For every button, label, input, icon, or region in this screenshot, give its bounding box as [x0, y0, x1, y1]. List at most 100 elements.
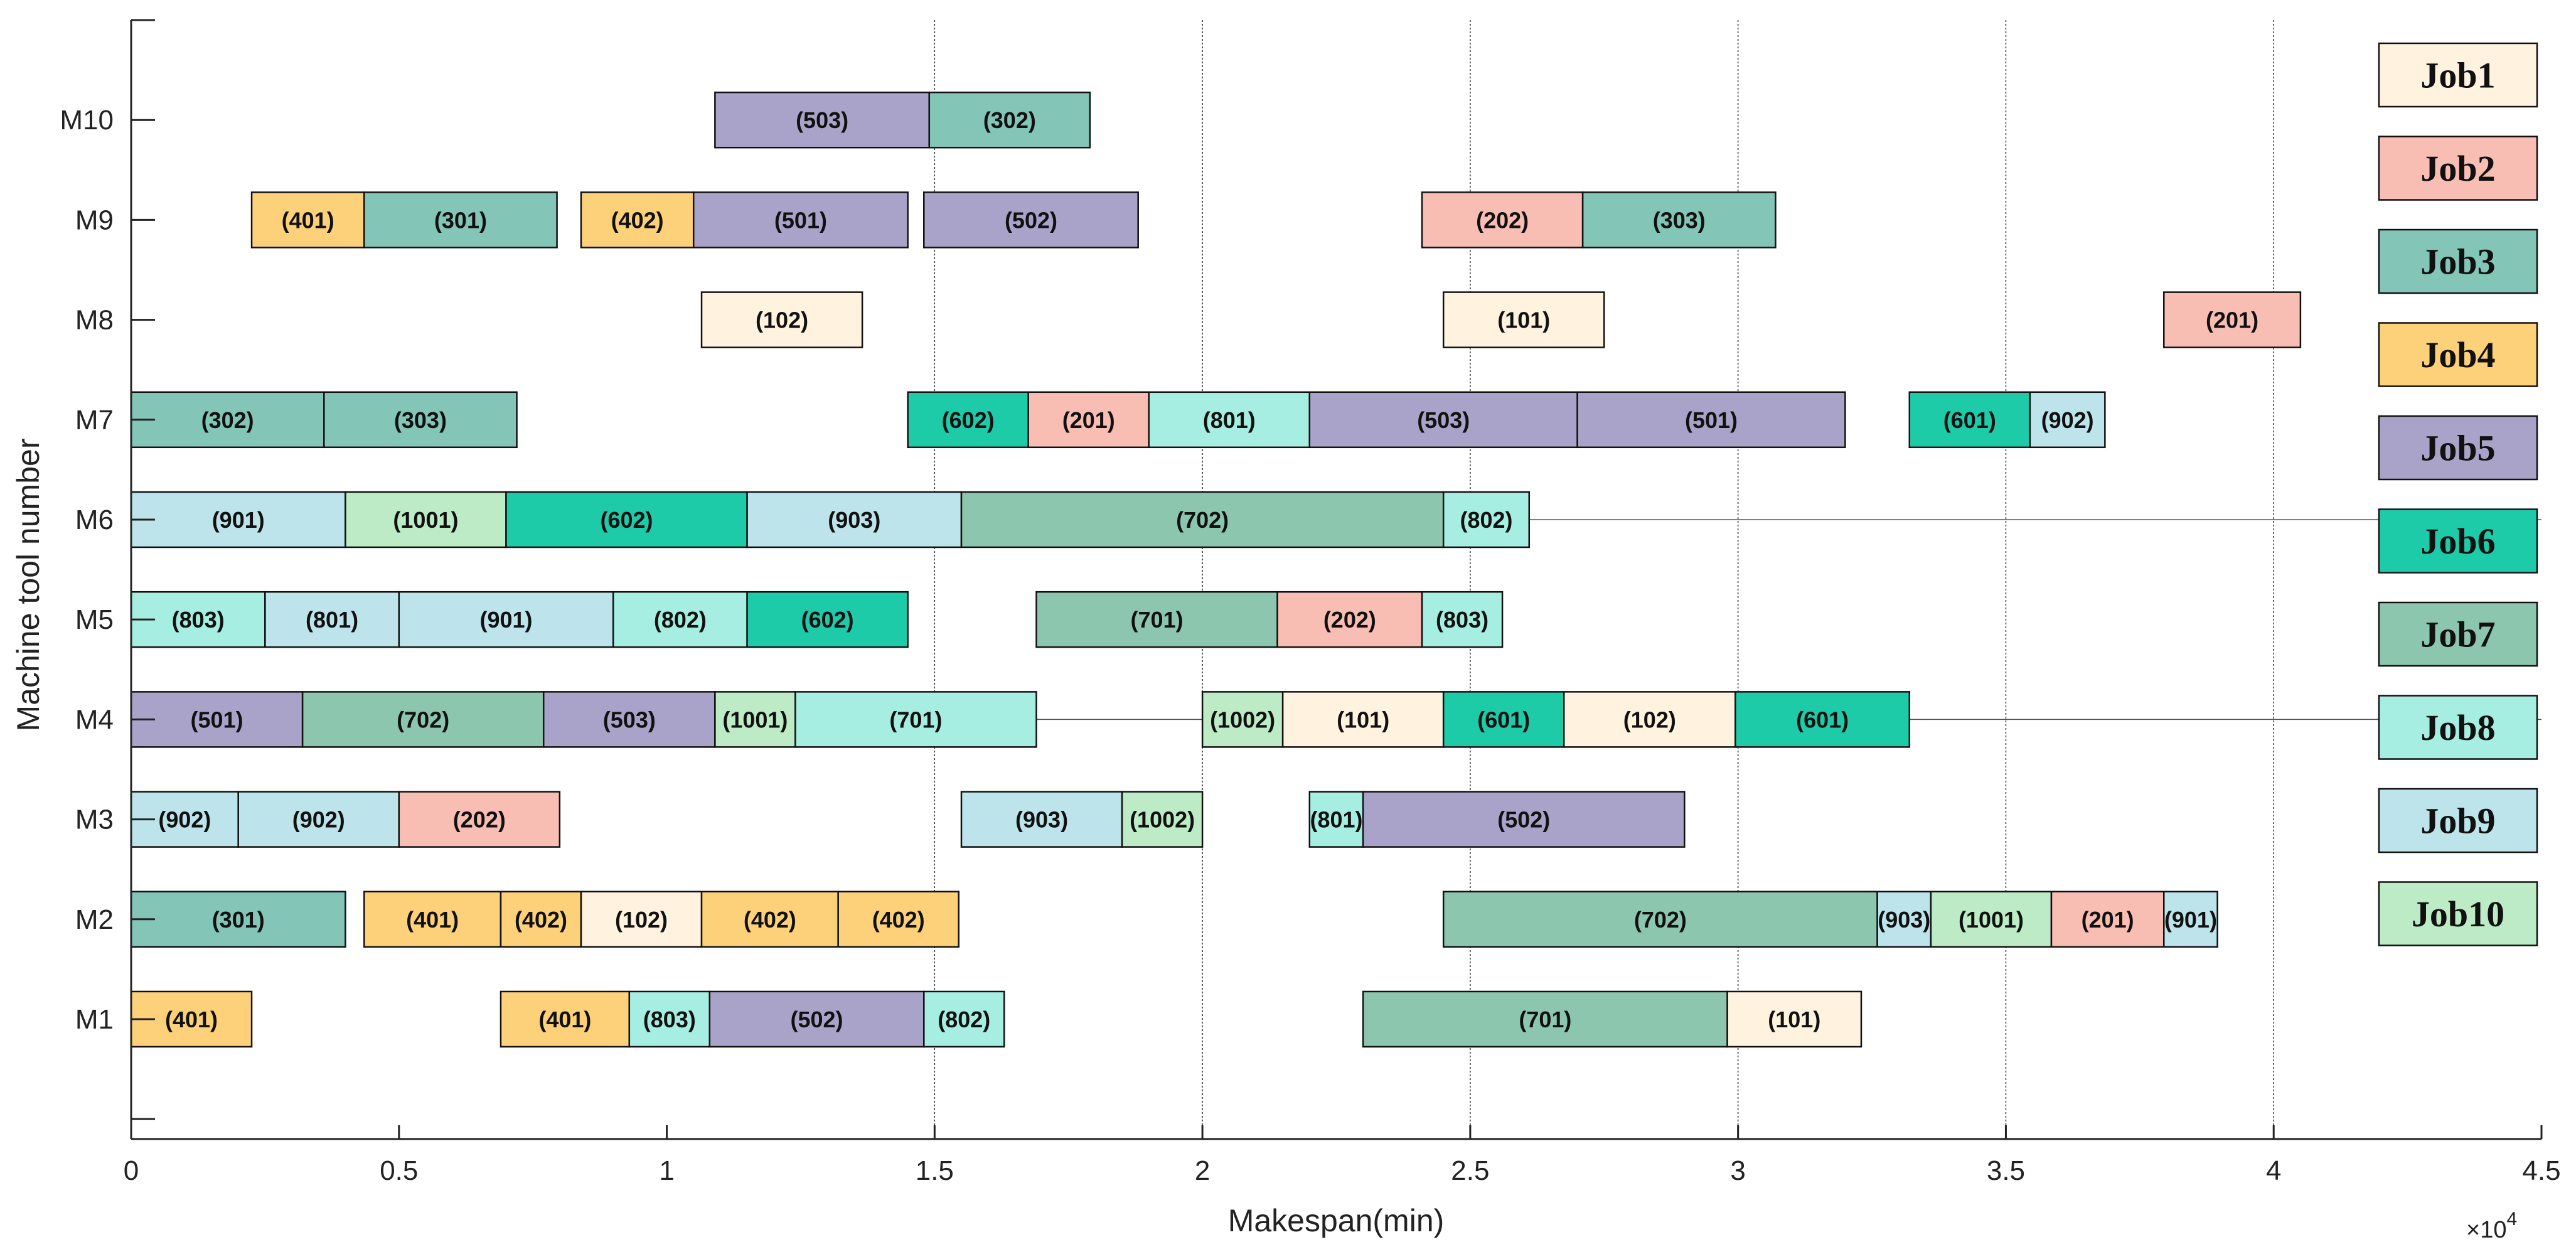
axes: 0 0.5 1 1.5 2 2.5 3 3.5 4 4.5 M1 M2 M3 M4 M5 M6 M7 M8 M9 M1…	[60, 19, 2561, 1186]
operation-bar	[700, 891, 839, 948]
operation-label: (802)	[1460, 507, 1512, 533]
operation-label: (901)	[479, 607, 532, 633]
legend-item: Job7	[2378, 601, 2538, 667]
operation-bar-group: (503)	[1308, 391, 1578, 449]
operation-label: (901)	[212, 507, 265, 533]
legend-label: Job1	[2420, 55, 2495, 96]
operation-label: (1002)	[1210, 707, 1275, 732]
operation-bar-group: (602)	[505, 491, 748, 548]
operation-label: (401)	[538, 1007, 591, 1032]
operation-bar	[1035, 591, 1278, 648]
operation-label: (101)	[1768, 1007, 1820, 1032]
operation-bar	[1442, 491, 1531, 548]
legend-item: Job10	[2378, 881, 2538, 946]
legend-swatch	[2378, 136, 2538, 201]
legend-swatch	[2378, 322, 2538, 387]
operation-label: (503)	[796, 107, 848, 133]
operation-label: (102)	[1623, 707, 1676, 732]
legend-swatch	[2378, 881, 2538, 946]
operation-label: (902)	[158, 807, 211, 833]
operation-bar	[500, 891, 582, 948]
legend-item: Job1	[2378, 42, 2538, 108]
legend-swatch	[2378, 508, 2538, 574]
operation-bar-group: (401)	[250, 191, 365, 249]
operation-bar-group: (201)	[2162, 291, 2302, 348]
operation-bar-group: (702)	[960, 491, 1445, 548]
operation-bar	[1576, 391, 1846, 449]
operation-bar-group: (202)	[398, 791, 561, 848]
legend-label: Job7	[2420, 614, 2495, 655]
operation-bar-group: (803)	[628, 990, 711, 1048]
operation-label: (202)	[1476, 207, 1529, 233]
operation-label: (901)	[2164, 907, 2217, 933]
operation-bar-group: (401)	[363, 891, 502, 948]
operation-bar	[1442, 691, 1565, 748]
operation-label: (601)	[1943, 407, 1996, 433]
operation-bar-group: (803)	[130, 591, 266, 648]
operation-bar-group: (1001)	[714, 691, 796, 748]
operation-label: (1001)	[722, 707, 788, 732]
legend-item: Job8	[2378, 695, 2538, 760]
operation-label: (402)	[872, 907, 925, 933]
operation-bar-group: (901)	[130, 491, 346, 548]
operation-label: (201)	[2082, 907, 2134, 933]
operation-label: (701)	[1131, 607, 1184, 633]
legend-item: Job4	[2378, 322, 2538, 387]
operation-label: (502)	[791, 1007, 843, 1032]
y-tick-label: M8	[75, 305, 114, 336]
operation-bar-group: (803)	[1421, 591, 1504, 648]
operation-bar-group: (102)	[580, 891, 703, 948]
operation-bar	[1581, 191, 1777, 249]
operation-label: (803)	[1436, 607, 1488, 633]
operation-label: (401)	[282, 207, 334, 233]
operation-label: (302)	[983, 107, 1036, 133]
operation-label: (302)	[201, 407, 254, 433]
operation-label: (301)	[212, 907, 265, 933]
operation-bar-group: (503)	[542, 691, 716, 748]
operation-bar-group: (1001)	[1930, 891, 2053, 948]
operation-bar	[130, 691, 304, 748]
operation-bar	[398, 591, 614, 648]
operation-bar	[1563, 691, 1736, 748]
gridlines	[934, 20, 2274, 1139]
operation-label: (601)	[1796, 707, 1849, 732]
operation-label: (701)	[889, 707, 942, 732]
operation-label: (1002)	[1130, 807, 1195, 833]
y-tick-label: M1	[75, 1004, 114, 1035]
operation-bar	[1734, 691, 1911, 748]
operation-bar-group: (903)	[746, 491, 963, 548]
operation-bar	[1281, 691, 1445, 748]
x-tick-label: 2.5	[1451, 1155, 1489, 1186]
x-tick-label: 3.5	[1987, 1155, 2025, 1186]
operation-bar	[1442, 291, 1605, 348]
legend-label: Job6	[2420, 521, 2495, 562]
operation-bar	[700, 291, 863, 348]
operation-bar-group: (802)	[612, 591, 748, 648]
operation-bar	[923, 990, 1005, 1048]
operation-bar-group: (503)	[714, 91, 931, 149]
operation-label: (102)	[756, 308, 808, 333]
operation-bar	[2162, 291, 2302, 348]
operation-bar	[1421, 591, 1504, 648]
x-tick-label: 2	[1195, 1155, 1210, 1186]
legend: Job1 Job2 Job3 Job4 Job5 Job6 Job7 Job8 Job9 Job1…	[2378, 42, 2538, 946]
operation-bar	[580, 191, 695, 249]
operation-label: (501)	[1685, 407, 1738, 433]
legend-item: Job5	[2378, 415, 2538, 481]
operation-label: (503)	[1417, 407, 1470, 433]
operation-bar	[837, 891, 959, 948]
operation-bar-group: (302)	[130, 391, 325, 449]
operation-bar-group: (102)	[1563, 691, 1736, 748]
operation-label: (702)	[1634, 907, 1687, 933]
operation-bar	[1726, 990, 1863, 1048]
operation-bar	[1148, 391, 1311, 449]
operation-bar-group: (903)	[960, 791, 1123, 848]
operation-label: (402)	[744, 907, 796, 933]
operation-label: (803)	[172, 607, 225, 633]
legend-swatch	[2378, 42, 2538, 108]
operation-label: (102)	[615, 907, 668, 933]
operation-bar-group: (802)	[1442, 491, 1531, 548]
operation-bar-group: (502)	[708, 990, 925, 1048]
operation-bar-group: (501)	[130, 691, 304, 748]
x-scale-factor: ×104	[2466, 1209, 2517, 1243]
